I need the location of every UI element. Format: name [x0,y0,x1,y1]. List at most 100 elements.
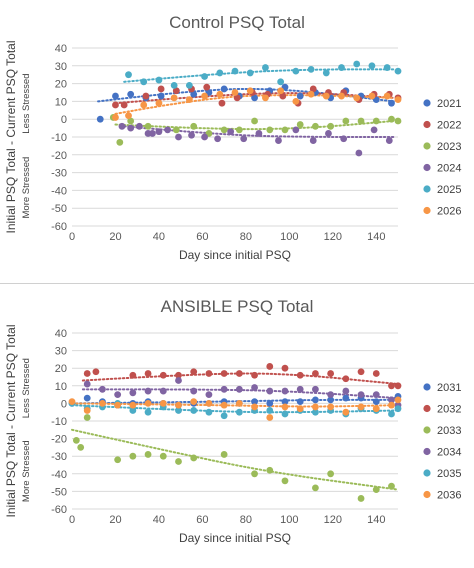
data-point-2024 [292,126,300,134]
data-point-2035 [394,405,402,413]
x-tick-label: 40 [153,231,165,243]
data-point-2025 [140,78,148,86]
data-point-2036 [312,403,319,411]
legend-label: 2023 [437,141,461,153]
legend-label: 2026 [437,206,461,218]
data-point-2034 [159,387,167,395]
data-point-2034 [190,387,198,395]
data-point-2036 [220,401,228,409]
data-point-2024 [164,126,172,134]
data-point-2036 [266,414,274,421]
data-point-2026 [155,99,163,107]
data-point-2034 [357,391,365,398]
data-point-2032 [129,371,137,379]
data-point-2023 [266,126,274,134]
data-point-2025 [353,60,361,68]
data-point-2032 [281,364,289,372]
data-point-2035 [388,410,395,418]
y-axis-title: Initial PSQ Total - Current PSQ Total [4,41,18,234]
x-tick-label: 60 [196,514,208,526]
data-point-2032 [327,370,335,377]
data-point-2022 [279,92,287,100]
data-point-2034 [175,377,182,384]
data-point-2023 [235,126,243,134]
data-point-2036 [394,396,402,404]
data-point-2025 [231,67,239,75]
data-point-2032 [190,368,198,376]
data-point-2034 [83,380,91,388]
data-point-2023 [220,126,228,134]
legend-marker-2024 [423,163,431,172]
data-point-2032 [266,363,274,370]
data-point-2034 [388,396,395,404]
data-point-2032 [342,375,350,383]
data-point-2022 [142,92,150,100]
data-point-2023 [394,117,402,125]
data-point-2024 [188,131,195,139]
legend-label: 2036 [437,490,461,502]
y-tick-label: -20 [51,434,67,446]
data-point-2021 [96,115,104,123]
data-point-2031 [266,400,274,407]
data-point-2032 [205,370,213,377]
data-point-2034 [266,387,274,395]
data-point-2032 [251,371,258,379]
data-point-2031 [342,394,350,402]
data-point-2021 [127,90,135,98]
data-point-2032 [388,382,395,390]
data-point-2036 [144,400,152,407]
legend-marker-2036 [423,490,431,499]
ansible-chart-panel: ANSIBLE PSQ Total -60 -50 -40 -30 -20 -10 0 10 20… [0,283,474,568]
data-point-2036 [175,401,182,409]
data-point-2031 [327,396,335,404]
x-tick-label: 100 [280,514,298,526]
y-tick-label: -30 [51,451,67,463]
legend-marker-2031 [423,383,431,391]
x-tick-label: 60 [196,231,208,243]
data-point-2033 [281,477,289,485]
data-point-2023 [372,117,380,125]
data-point-2033 [220,451,228,458]
data-point-2026 [185,96,193,104]
data-point-2034 [372,391,380,398]
data-point-2025 [201,73,208,80]
data-point-2023 [144,122,152,130]
control-chart-panel: Control PSQ Total -60 -50 -40 -30 -20 -10 0 10 20… [0,0,474,283]
trendline-2025 [123,68,395,83]
data-point-2024 [201,133,208,141]
data-point-2023 [251,117,258,125]
y-tick-label: 10 [55,381,67,393]
data-point-2031 [296,398,304,406]
data-point-2024 [127,124,135,132]
data-point-2022 [309,85,317,93]
data-point-2025 [170,81,178,89]
data-point-2021 [157,92,165,100]
data-point-2036 [159,400,167,407]
data-point-2036 [388,401,395,409]
data-point-2026 [201,92,208,100]
y-tick-label: 0 [61,398,67,410]
y-tick-label: 30 [55,346,67,358]
data-point-2024 [355,149,363,157]
legend-label: 2035 [437,468,461,480]
legend-marker-2033 [423,426,431,434]
legend-label: 2033 [437,425,461,437]
data-point-2024 [370,126,378,134]
data-point-2031 [251,398,258,406]
data-point-2032 [235,370,243,377]
y-tick-label: -30 [51,168,67,180]
data-point-2021 [251,94,258,102]
x-tick-label: 140 [367,514,385,526]
data-point-2023 [388,115,395,123]
data-point-2036 [83,407,91,414]
x-tick-label: 120 [324,231,342,243]
data-point-2033 [327,470,335,478]
data-point-2034 [312,385,319,393]
y-tick-label: 20 [55,79,67,91]
data-point-2024 [135,122,143,130]
data-point-2026 [170,94,178,102]
data-point-2026 [231,89,239,96]
data-point-2025 [292,67,300,75]
data-point-2024 [325,130,332,137]
data-point-2031 [281,398,289,406]
